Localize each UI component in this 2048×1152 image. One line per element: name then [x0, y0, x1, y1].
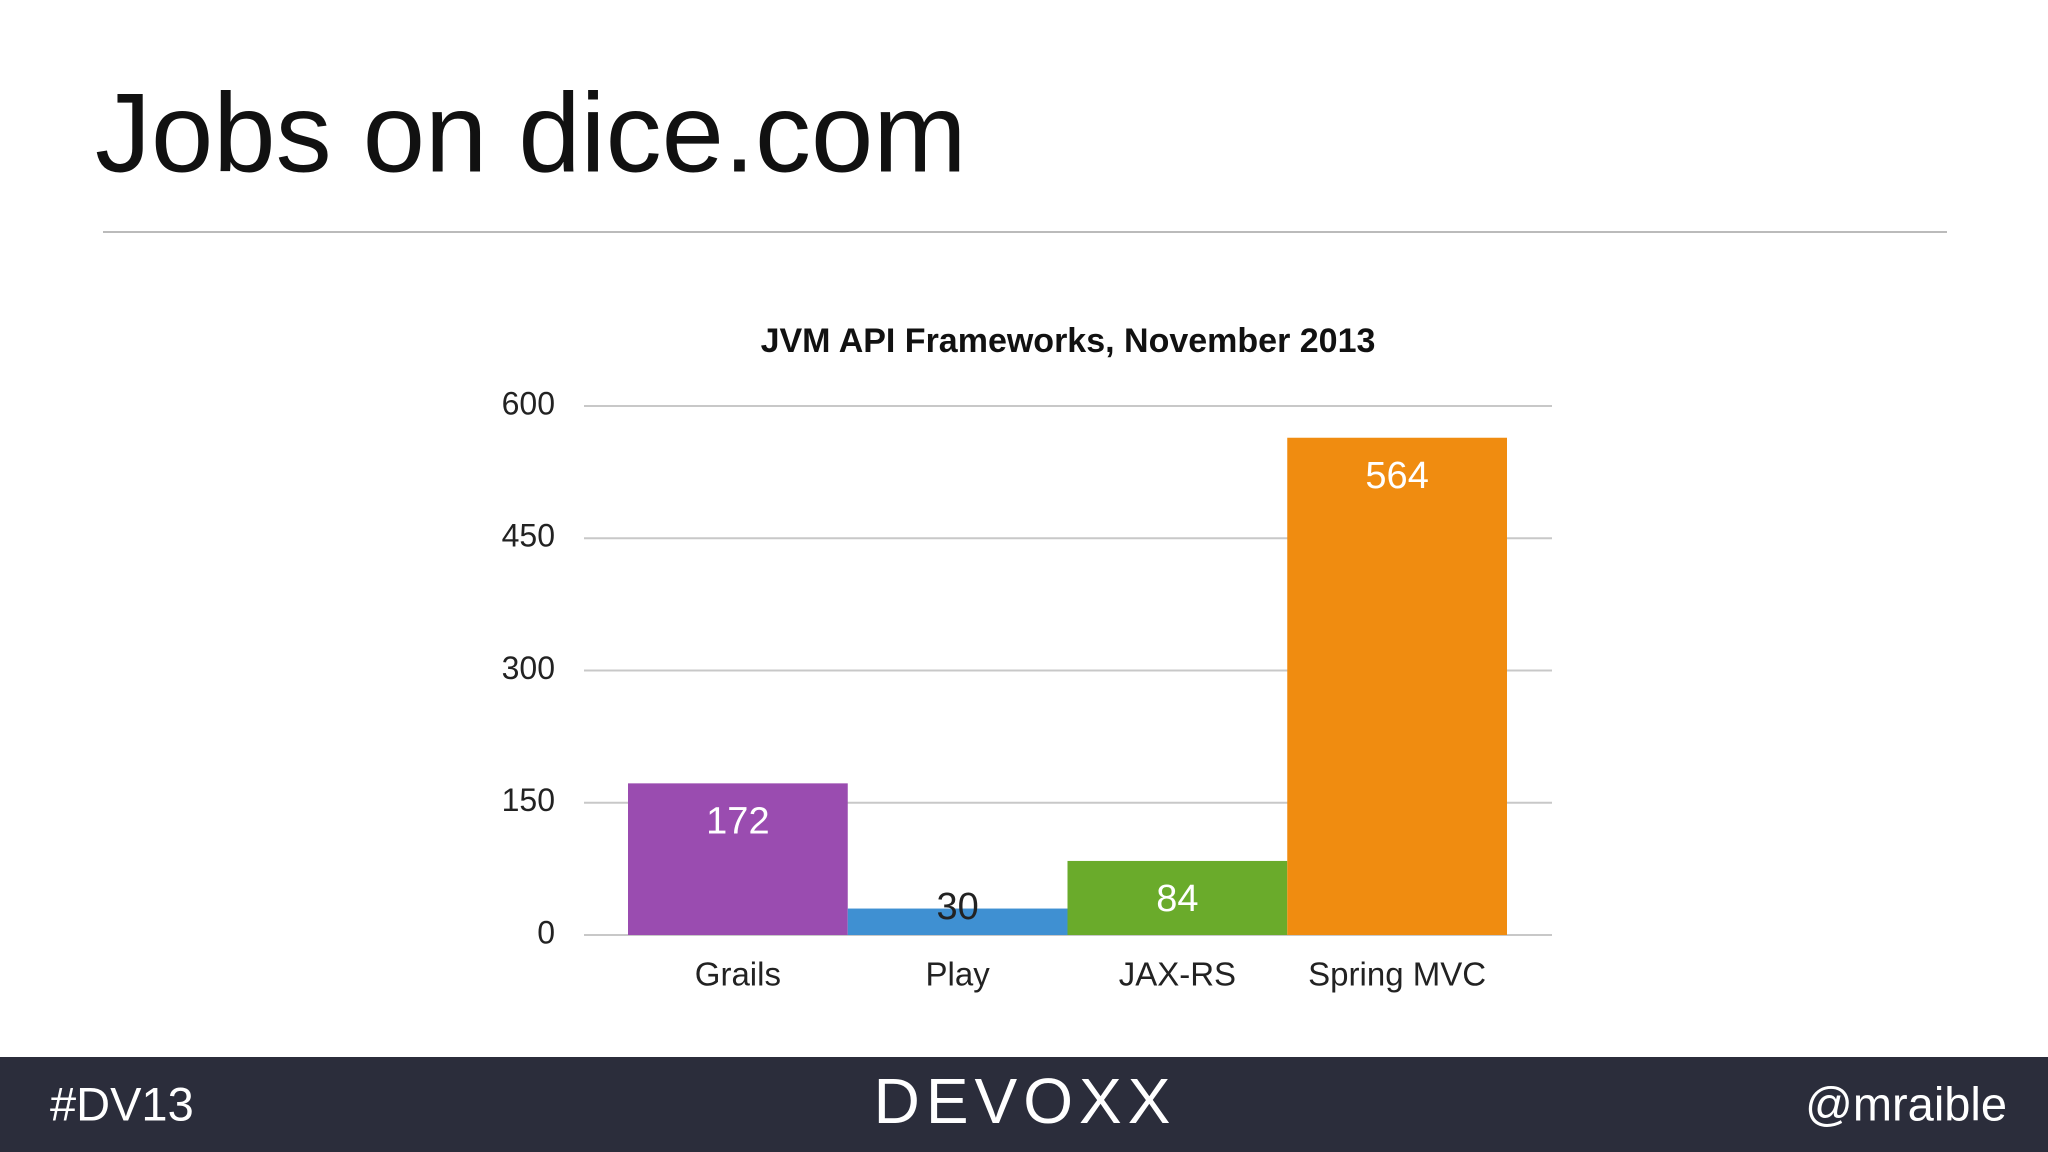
footer-hashtag: #DV13	[50, 1077, 194, 1130]
footer-logo: DEVOXX	[874, 1065, 1177, 1137]
x-tick-label: Spring MVC	[1308, 956, 1486, 993]
data-label: 30	[936, 886, 978, 928]
bar	[847, 908, 1068, 935]
footer-handle: @mraible	[1805, 1077, 2007, 1130]
y-tick-label: 150	[502, 782, 555, 818]
y-tick-label: 0	[537, 914, 555, 950]
data-label: 172	[706, 800, 769, 842]
x-tick-label: JAX-RS	[1119, 956, 1236, 993]
slide-title: Jobs on dice.com	[95, 71, 967, 196]
y-tick-label: 300	[502, 650, 555, 686]
x-tick-label: Grails	[695, 956, 781, 993]
bar	[1067, 860, 1288, 935]
bar	[1287, 437, 1507, 935]
slide-background	[0, 0, 2048, 1057]
plot: 0 150 300 450 600 Grails 172 Play 30 JAX-RS 84 Spri…	[502, 385, 1552, 993]
data-label: 84	[1156, 878, 1198, 920]
x-tick-label: Play	[926, 956, 991, 993]
y-tick-label: 450	[502, 518, 555, 554]
footer-bar	[0, 1057, 2048, 1152]
data-label: 564	[1365, 455, 1428, 497]
bar	[628, 783, 848, 935]
y-tick-label: 600	[502, 385, 555, 421]
chart-title: JVM API Frameworks, November 2013	[761, 322, 1376, 360]
